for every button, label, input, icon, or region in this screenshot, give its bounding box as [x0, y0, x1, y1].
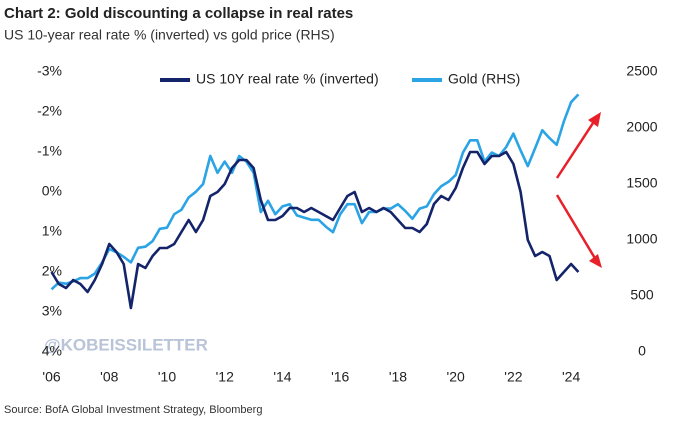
y2-tick-label: 1000 [626, 231, 657, 247]
y2-tick-label: 2500 [626, 63, 657, 79]
series-line [50, 150, 580, 310]
legend-label: US 10Y real rate % (inverted) [196, 71, 379, 87]
legend-label: Gold (RHS) [448, 71, 520, 87]
y-tick-label: 0% [42, 183, 62, 199]
x-tick-label: '06 [42, 369, 60, 385]
y-tick-label: 4% [42, 343, 62, 359]
y-tick-label: -2% [37, 103, 62, 119]
y-tick-label: -1% [37, 143, 62, 159]
watermark: @KOBEISSILETTER [44, 335, 208, 354]
x-tick-label: '18 [389, 369, 407, 385]
x-tick-label: '10 [158, 369, 176, 385]
x-tick-label: '08 [100, 369, 118, 385]
y-tick-label: -3% [37, 63, 62, 79]
x-tick-label: '16 [331, 369, 349, 385]
y2-tick-label: 1500 [626, 175, 657, 191]
y-tick-label: 1% [42, 223, 62, 239]
x-tick-label: '20 [447, 369, 465, 385]
y2-tick-label: 0 [638, 343, 646, 359]
x-tick-label: '24 [562, 369, 580, 385]
chart-subtitle: US 10-year real rate % (inverted) vs gol… [4, 27, 335, 43]
series-line [50, 93, 580, 291]
y-tick-label: 3% [42, 303, 62, 319]
x-tick-label: '22 [504, 369, 522, 385]
chart-title: Chart 2: Gold discounting a collapse in … [4, 5, 353, 22]
y-tick-label: 2% [42, 263, 62, 279]
annotation-arrows [555, 112, 602, 268]
x-tick-label: '14 [273, 369, 291, 385]
x-tick-label: '12 [216, 369, 234, 385]
y2-tick-label: 500 [630, 287, 654, 303]
y2-tick-label: 2000 [626, 119, 657, 135]
source: Source: BofA Global Investment Strategy,… [4, 404, 262, 416]
